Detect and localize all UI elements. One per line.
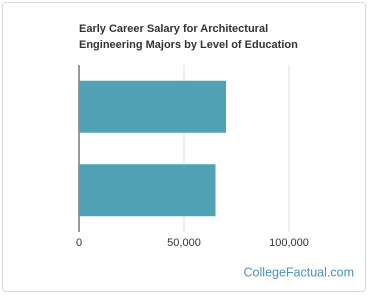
chart-card <box>2 2 366 292</box>
x-tick-label: 100,000 <box>269 237 309 249</box>
watermark: CollegeFactual.com <box>244 265 354 279</box>
x-tick-label: 50,000 <box>167 237 201 249</box>
chart-title: Early Career Salary for Architectural En… <box>79 23 298 51</box>
x-tick-label: 0 <box>76 237 82 249</box>
bar <box>79 164 216 217</box>
bar <box>79 80 226 133</box>
